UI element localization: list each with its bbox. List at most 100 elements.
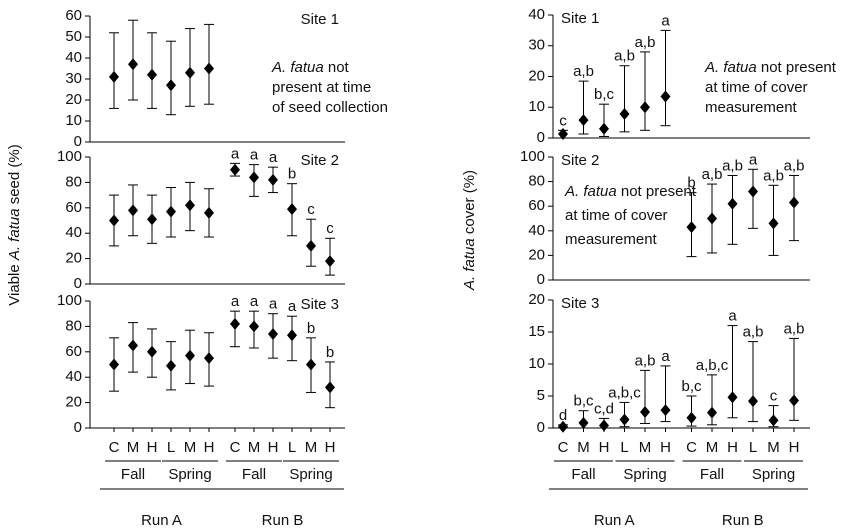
x-tick-label: H	[727, 439, 738, 456]
rich-text: A. fatua cover (%)	[461, 170, 478, 291]
site-label: Site 2	[561, 152, 599, 169]
significance-letter: a,b	[784, 320, 805, 337]
y-tick-label: 50	[65, 28, 82, 45]
significance-letter: a	[250, 147, 259, 164]
significance-letter: a	[269, 149, 278, 166]
group-label: Spring	[752, 466, 795, 483]
point	[109, 70, 119, 83]
y-tick-label: 5	[537, 387, 545, 404]
significance-letter: b	[687, 175, 695, 192]
significance-letter: a,b	[702, 166, 723, 183]
x-tick-label: C	[109, 439, 120, 456]
point	[166, 79, 176, 92]
y-tick-label: 20	[528, 67, 545, 84]
point	[166, 205, 176, 218]
significance-letter: a	[661, 12, 670, 29]
point	[707, 212, 717, 225]
point	[707, 406, 717, 419]
group-label: Fall	[700, 466, 724, 483]
group-label: Spring	[168, 466, 211, 483]
y-tick-label: 40	[528, 6, 545, 23]
point	[789, 196, 799, 209]
point	[660, 404, 671, 417]
point	[748, 185, 758, 198]
point	[578, 114, 589, 127]
y-tick-label: 80	[528, 173, 545, 190]
significance-letter: a	[269, 296, 278, 313]
point	[204, 206, 214, 219]
text-segment: A. fatua	[271, 59, 324, 76]
y-tick-label: 60	[65, 343, 82, 360]
point	[727, 391, 738, 404]
site-label: Site 1	[301, 11, 339, 28]
y-tick-label: 0	[74, 133, 82, 150]
y-tick-label: 40	[65, 368, 82, 385]
text-segment: present at time	[272, 79, 371, 96]
point	[768, 414, 779, 427]
significance-letter: a,b,c	[608, 384, 641, 401]
significance-letter: a,b	[614, 48, 635, 65]
y-tick-label: 60	[528, 197, 545, 214]
significance-letter: a	[288, 298, 297, 315]
y-tick-label: 0	[537, 129, 545, 146]
significance-letter: b,c	[573, 393, 594, 410]
point	[128, 58, 138, 71]
text-segment: A. fatua	[564, 183, 617, 200]
y-tick-label: 40	[65, 224, 82, 241]
y-tick-label: 0	[74, 275, 82, 292]
rich-text: A. fatua not	[271, 59, 350, 76]
x-tick-label: L	[749, 439, 757, 456]
text-segment: of seed collection	[272, 99, 388, 116]
point	[768, 217, 779, 230]
y-tick-label: 20	[528, 291, 545, 308]
point	[789, 394, 799, 407]
x-tick-label: M	[706, 439, 719, 456]
x-tick-label: M	[248, 439, 261, 456]
y-tick-label: 20	[65, 91, 82, 108]
y-tick-label: 10	[528, 98, 545, 115]
significance-letter: a	[661, 348, 670, 365]
significance-letter: b	[326, 344, 334, 361]
text-segment: not present	[757, 59, 837, 76]
rich-text: present at time	[272, 79, 371, 96]
y-tick-label: 0	[537, 271, 545, 288]
rich-text: measurement	[565, 231, 658, 248]
x-tick-label: H	[325, 439, 336, 456]
group-label: Fall	[242, 466, 266, 483]
x-tick-label: C	[230, 439, 241, 456]
y-tick-label: 80	[65, 317, 82, 334]
run-label: Run A	[141, 512, 182, 529]
point	[578, 416, 589, 429]
group-label: Fall	[571, 466, 595, 483]
point	[619, 108, 630, 121]
point	[147, 68, 157, 81]
point	[727, 197, 738, 210]
run-label: Run B	[262, 512, 304, 529]
significance-letter: a,b	[763, 167, 784, 184]
x-tick-label: C	[558, 439, 569, 456]
text-segment: not	[324, 59, 350, 76]
significance-letter: a,b,c	[696, 357, 729, 374]
rich-text: Viable A. fatua seed (%)	[6, 144, 23, 306]
point	[748, 395, 758, 408]
point	[268, 328, 278, 341]
rich-text: A. fatua not present	[704, 59, 837, 76]
y-tick-label: 60	[65, 199, 82, 216]
text-segment: not present	[617, 183, 697, 200]
point	[147, 213, 157, 226]
point	[230, 317, 240, 330]
point	[640, 101, 650, 114]
point	[287, 329, 297, 342]
site-label: Site 3	[301, 296, 339, 313]
text-segment: A. fatua	[704, 59, 757, 76]
significance-letter: a	[728, 308, 737, 325]
x-tick-label: L	[288, 439, 296, 456]
point	[268, 173, 278, 186]
point	[109, 214, 119, 227]
point	[306, 239, 316, 252]
x-tick-label: L	[620, 439, 628, 456]
y-tick-label: 10	[528, 355, 545, 372]
significance-letter: a,b	[743, 324, 764, 341]
x-tick-label: M	[305, 439, 318, 456]
